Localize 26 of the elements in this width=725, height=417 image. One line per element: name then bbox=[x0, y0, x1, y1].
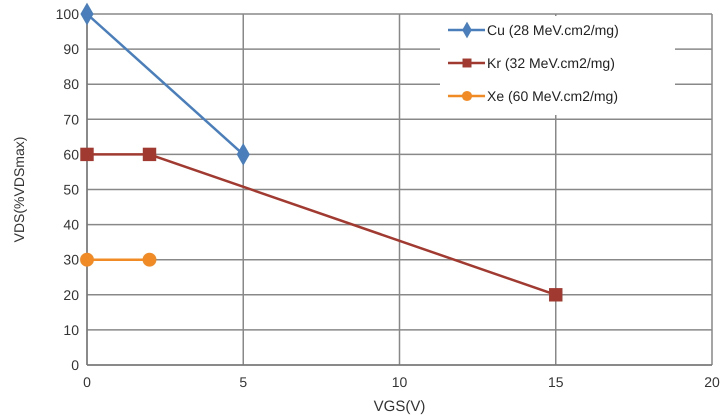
x-axis-title: VGS(V) bbox=[374, 398, 426, 415]
legend-label: Kr (32 MeV.cm2/mg) bbox=[487, 55, 615, 71]
point bbox=[80, 252, 94, 267]
y-tick-label: 40 bbox=[63, 216, 80, 233]
y-tick-label: 60 bbox=[63, 146, 80, 162]
point bbox=[142, 252, 156, 267]
y-tick-label: 0 bbox=[71, 357, 80, 373]
y-tick-label: 80 bbox=[63, 76, 80, 92]
y-axis-title: VDS(%VDSmax) bbox=[11, 136, 27, 242]
point bbox=[80, 148, 94, 162]
y-tick-label: 70 bbox=[63, 111, 80, 128]
x-tick-label: 15 bbox=[548, 374, 564, 390]
point bbox=[142, 148, 156, 162]
y-tick-label: 90 bbox=[63, 41, 80, 58]
y-tick-label: 30 bbox=[63, 252, 80, 268]
legend-label: Xe (60 MeV.cm2/mg) bbox=[487, 88, 618, 104]
x-tick-label: 5 bbox=[239, 374, 248, 390]
x-tick-label: 20 bbox=[704, 374, 720, 390]
y-tick-label: 100 bbox=[56, 6, 80, 22]
y-tick-label: 20 bbox=[63, 286, 80, 303]
x-tick-label: 0 bbox=[83, 374, 92, 390]
x-tick-label: 10 bbox=[392, 374, 408, 390]
y-tick-label: 10 bbox=[63, 322, 80, 338]
y-tick-label: 50 bbox=[63, 182, 80, 198]
point bbox=[549, 288, 562, 302]
legend-label: Cu (28 MeV.cm2/mg) bbox=[487, 22, 619, 38]
